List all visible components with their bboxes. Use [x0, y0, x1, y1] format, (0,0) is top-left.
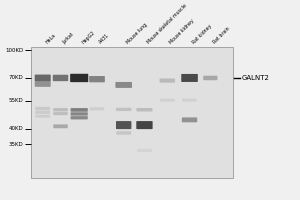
Text: HeLa: HeLa [44, 33, 56, 45]
FancyBboxPatch shape [203, 76, 218, 80]
FancyBboxPatch shape [53, 75, 68, 81]
FancyBboxPatch shape [160, 78, 175, 83]
FancyBboxPatch shape [160, 99, 175, 102]
FancyBboxPatch shape [182, 99, 197, 102]
FancyBboxPatch shape [35, 75, 51, 81]
Text: Mouse skeletal muscle: Mouse skeletal muscle [146, 3, 188, 45]
FancyBboxPatch shape [90, 107, 104, 110]
FancyBboxPatch shape [35, 107, 50, 110]
FancyBboxPatch shape [70, 74, 88, 82]
FancyBboxPatch shape [35, 111, 50, 114]
Text: Mouse kidney: Mouse kidney [169, 18, 196, 45]
FancyBboxPatch shape [70, 116, 88, 119]
Text: HepG2: HepG2 [81, 30, 96, 45]
Text: 100KD: 100KD [5, 48, 23, 53]
FancyBboxPatch shape [137, 149, 152, 152]
FancyBboxPatch shape [116, 121, 131, 129]
Text: 35KD: 35KD [9, 142, 23, 147]
FancyBboxPatch shape [31, 47, 233, 178]
Text: 40KD: 40KD [9, 126, 23, 131]
Text: Jurkat: Jurkat [62, 32, 75, 45]
FancyBboxPatch shape [116, 131, 131, 135]
FancyBboxPatch shape [35, 115, 50, 118]
Text: 55KD: 55KD [9, 98, 23, 103]
Text: A431: A431 [98, 33, 111, 45]
FancyBboxPatch shape [53, 108, 68, 111]
FancyBboxPatch shape [35, 81, 51, 87]
FancyBboxPatch shape [53, 124, 68, 128]
Text: Rat kidney: Rat kidney [191, 23, 212, 45]
FancyBboxPatch shape [136, 108, 152, 111]
FancyBboxPatch shape [70, 112, 88, 116]
FancyBboxPatch shape [116, 108, 131, 111]
Text: GALNT2: GALNT2 [242, 75, 269, 81]
FancyBboxPatch shape [136, 121, 153, 129]
Text: 70KD: 70KD [9, 75, 23, 80]
Text: Mouse lung: Mouse lung [125, 22, 148, 45]
FancyBboxPatch shape [182, 117, 197, 122]
Text: Rat brain: Rat brain [212, 26, 231, 45]
FancyBboxPatch shape [53, 112, 68, 115]
FancyBboxPatch shape [116, 82, 132, 88]
FancyBboxPatch shape [89, 76, 105, 82]
FancyBboxPatch shape [181, 74, 198, 82]
FancyBboxPatch shape [70, 108, 88, 112]
